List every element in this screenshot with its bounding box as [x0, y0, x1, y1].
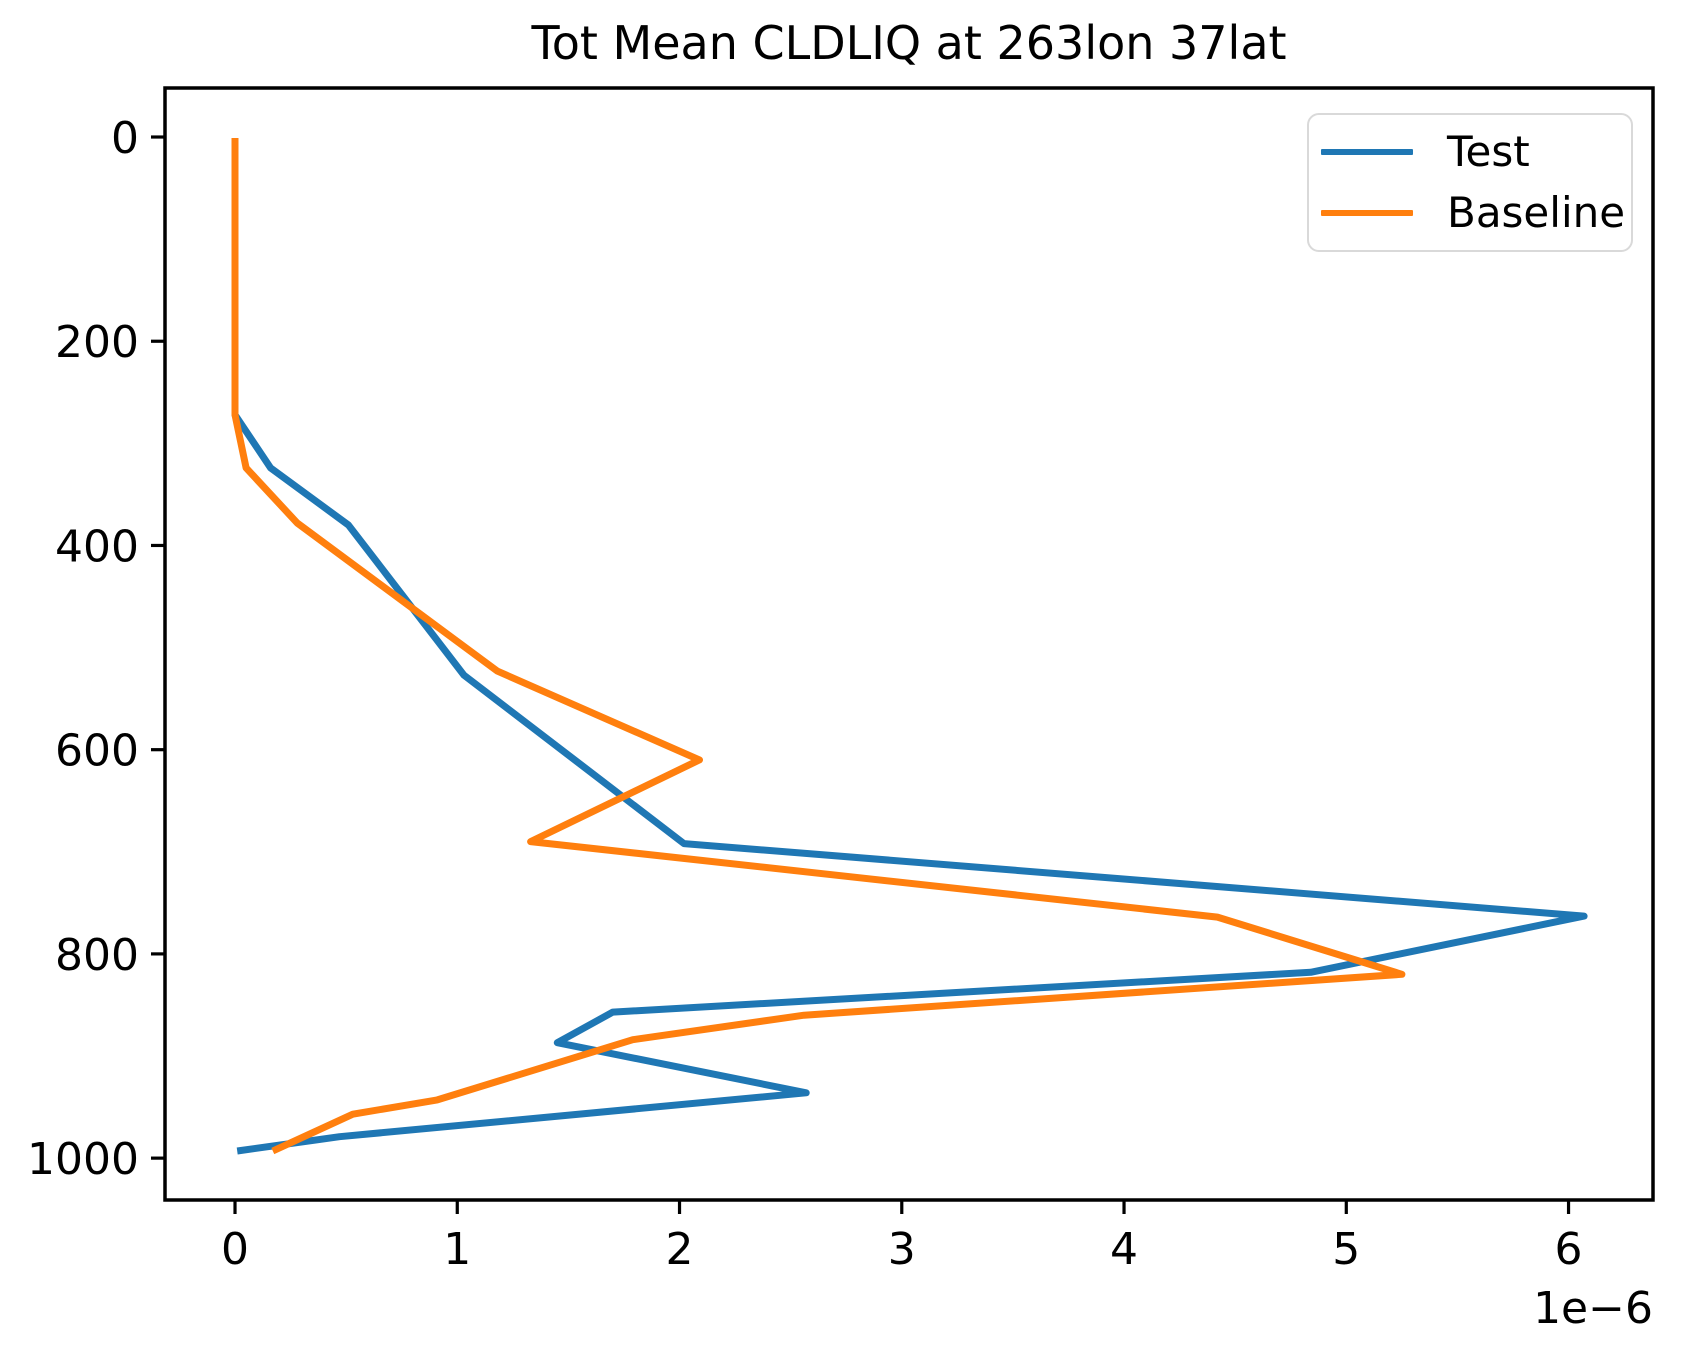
axes-spines — [163, 86, 1655, 1202]
legend-label-test: Test — [1447, 126, 1530, 176]
legend-item-baseline: Baseline — [1309, 192, 1631, 234]
x-tick-label: 3 — [888, 1224, 916, 1275]
legend: Test Baseline — [1307, 113, 1633, 252]
y-tick-label: 1000 — [27, 1134, 139, 1185]
y-tick-label: 800 — [55, 930, 139, 981]
series-line-test — [231, 138, 1588, 1155]
y-tick-label: 600 — [55, 726, 139, 777]
x-tick-label: 1 — [443, 1224, 471, 1275]
legend-label-baseline: Baseline — [1447, 188, 1626, 238]
series-line-baseline — [231, 138, 1406, 1155]
x-axis-offset-label: 1e−6 — [1533, 1283, 1653, 1334]
y-tick-label: 400 — [55, 521, 139, 572]
y-tick-label: 200 — [55, 317, 139, 368]
x-tick-label: 2 — [666, 1224, 694, 1275]
y-tick-label: 0 — [111, 113, 139, 164]
legend-line-sample-test — [1321, 148, 1413, 155]
chart-title: Tot Mean CLDLIQ at 263lon 37lat — [531, 16, 1287, 70]
x-tick-label: 5 — [1332, 1224, 1360, 1275]
x-tick-label: 4 — [1110, 1224, 1138, 1275]
x-tick-label: 0 — [221, 1224, 249, 1275]
x-tick-label: 6 — [1555, 1224, 1583, 1275]
legend-line-sample-baseline — [1321, 210, 1413, 217]
legend-item-test: Test — [1309, 126, 1631, 176]
